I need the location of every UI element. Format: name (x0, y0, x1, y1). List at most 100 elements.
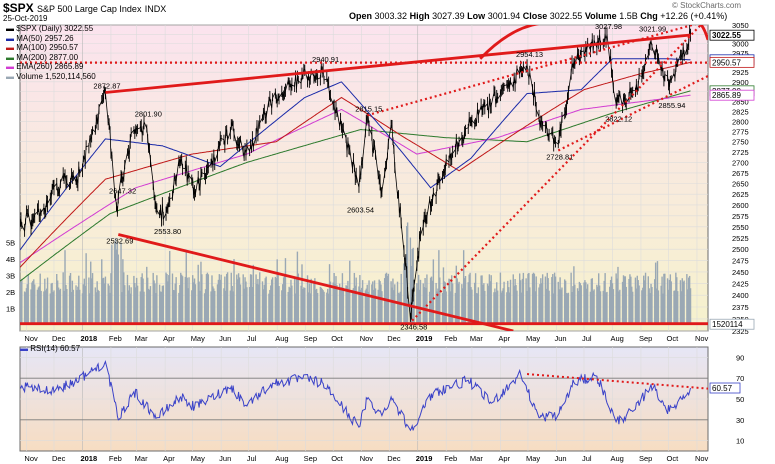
price-annotation-label: 2728.81 (546, 152, 573, 161)
volume-bar (281, 290, 283, 325)
volume-bar (481, 275, 483, 325)
volume-bar (342, 287, 345, 325)
price-tick-label: 2675 (732, 169, 749, 178)
volume-bar (94, 287, 97, 325)
volume-bar (515, 285, 517, 325)
index-name-label: S&P 500 Large Cap Index (37, 4, 142, 14)
volume-bar (135, 277, 138, 325)
volume-bar (394, 284, 396, 325)
volume-bar (654, 262, 657, 325)
volume-bar (526, 290, 528, 325)
volume-bar (432, 259, 435, 325)
rsi-x-tick-label: May (191, 454, 205, 463)
volume-bar (439, 277, 441, 325)
volume-bar (110, 273, 112, 325)
volume-bar (354, 285, 356, 325)
volume-bar (261, 281, 264, 325)
volume-bar (448, 278, 450, 325)
volume-bar (117, 254, 119, 325)
volume-bar (352, 288, 355, 325)
volume-bar (307, 292, 310, 325)
volume-bar (128, 285, 131, 325)
volume-bar (91, 273, 94, 325)
volume-bar (435, 282, 437, 325)
price-tick-label: 2400 (732, 291, 749, 300)
volume-bar (217, 279, 220, 325)
volume-bar (417, 274, 420, 325)
volume-bar (216, 284, 219, 325)
price-tick-label: 2725 (732, 148, 749, 157)
volume-bar (630, 276, 632, 325)
volume-bar (313, 281, 315, 325)
volume-bar (675, 272, 677, 325)
volume-bar (390, 281, 392, 325)
price-annotation-label: 2647.32 (109, 187, 136, 196)
volume-bar (306, 275, 309, 325)
volume-bar (457, 283, 459, 325)
volume-bar (153, 280, 155, 325)
volume-bar (250, 274, 253, 325)
volume-bar (540, 278, 542, 325)
price-line (20, 30, 691, 319)
volume-bar (436, 291, 438, 325)
volume-bar (109, 292, 111, 325)
volume-bar (136, 285, 139, 325)
volume-bar (124, 285, 126, 325)
price-tick-label: 3000 (732, 40, 749, 49)
volume-bar (383, 278, 386, 325)
volume-bar (36, 289, 39, 325)
volume-bar (599, 291, 602, 325)
rsi-x-tick-label: Oct (667, 454, 680, 463)
volume-bar (210, 291, 212, 325)
volume-bar (683, 280, 685, 325)
volume-bar (44, 278, 46, 325)
volume-bar (140, 277, 142, 325)
low-value: 3001.94 (487, 11, 521, 21)
volume-bar (547, 278, 549, 325)
volume-bar (259, 272, 261, 325)
volume-bar (605, 292, 607, 325)
price-x-tick-label: Apr (498, 334, 510, 343)
volume-bar (482, 284, 484, 325)
volume-bar (72, 289, 74, 325)
volume-bar (142, 278, 144, 325)
volume-bar (45, 290, 47, 325)
volume-bar (161, 285, 164, 325)
rsi-x-tick-label: Sep (304, 454, 317, 463)
volume-bar (373, 280, 376, 325)
volume-bar (149, 286, 152, 325)
volume-bar (83, 278, 85, 325)
volume-bar (565, 292, 568, 325)
volume-bar (296, 251, 299, 325)
volume-bar (155, 293, 157, 325)
ma-extra-line (20, 94, 691, 264)
volume-bar (471, 289, 473, 325)
volume-bar (236, 274, 238, 325)
rsi-x-tick-label: Dec (387, 454, 401, 463)
volume-bar (184, 276, 187, 325)
volume-bar (552, 293, 555, 325)
volume-bar (173, 290, 176, 325)
volume-bar (158, 284, 161, 325)
volume-bar (69, 272, 72, 325)
volume-bar (316, 293, 319, 325)
price-tick-label: 2700 (732, 158, 749, 167)
high-value: 3027.39 (432, 11, 465, 21)
volume-bar (456, 278, 458, 325)
rsi-tick-label: 30 (736, 416, 744, 425)
price-x-tick-label: Apr (163, 334, 175, 343)
volume-bar (419, 279, 422, 325)
volume-bar (249, 274, 252, 325)
volume-bar (56, 280, 59, 325)
price-tick-label: 2525 (732, 234, 749, 243)
volume-bar (631, 291, 634, 325)
volume-bar (590, 278, 593, 325)
volume-bar (276, 259, 278, 325)
volume-bar (576, 288, 579, 325)
rsi-legend-label: RSI(14) 60.57 (30, 344, 81, 353)
volume-bar (199, 290, 201, 325)
chart-date: 25-Oct-2019 (3, 14, 48, 23)
volume-bar (85, 253, 87, 325)
volume-bar (262, 289, 265, 325)
volume-bar (371, 284, 373, 325)
